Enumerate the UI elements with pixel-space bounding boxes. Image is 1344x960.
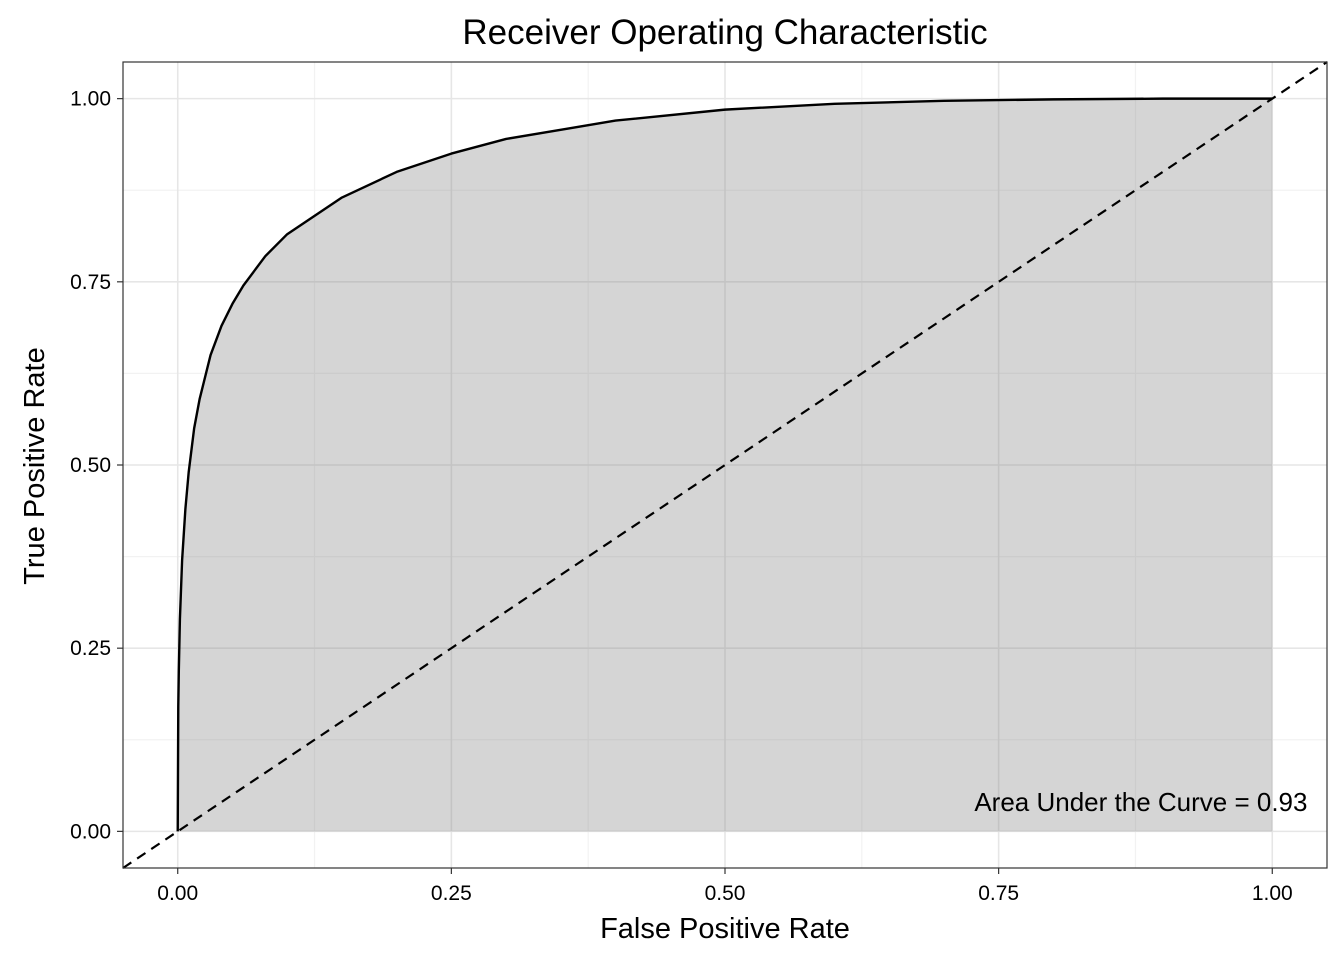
- y-tick-label: 0.25: [70, 637, 111, 660]
- axes: 0.00 0.25 0.50 0.75 1.00 0.00 0.25 0.50 0.75 1.00: [70, 88, 1293, 905]
- x-tick-label: 0.00: [157, 882, 198, 905]
- data-layer: Area Under the Curve = 0.93: [122, 61, 1328, 869]
- x-tick-label: 0.50: [705, 882, 746, 905]
- roc-curve: [176, 97, 1273, 832]
- diagonal-reference-line: [122, 61, 1328, 869]
- y-tick-label: 0.75: [70, 271, 111, 294]
- x-tick-label: 0.25: [431, 882, 472, 905]
- x-tick-label: 0.75: [978, 882, 1019, 905]
- auc-annotation: Area Under the Curve = 0.93: [974, 787, 1307, 817]
- y-tick-label: 0.50: [70, 454, 111, 477]
- y-tick-label: 1.00: [70, 88, 111, 111]
- x-tick-label: 1.00: [1252, 882, 1293, 905]
- grid-lines: [123, 62, 1327, 868]
- y-tick-label: 0.00: [70, 820, 111, 843]
- chart-title: Receiver Operating Characteristic: [462, 13, 987, 52]
- x-axis-title: False Positive Rate: [600, 913, 850, 945]
- y-axis-title: True Positive Rate: [19, 347, 51, 584]
